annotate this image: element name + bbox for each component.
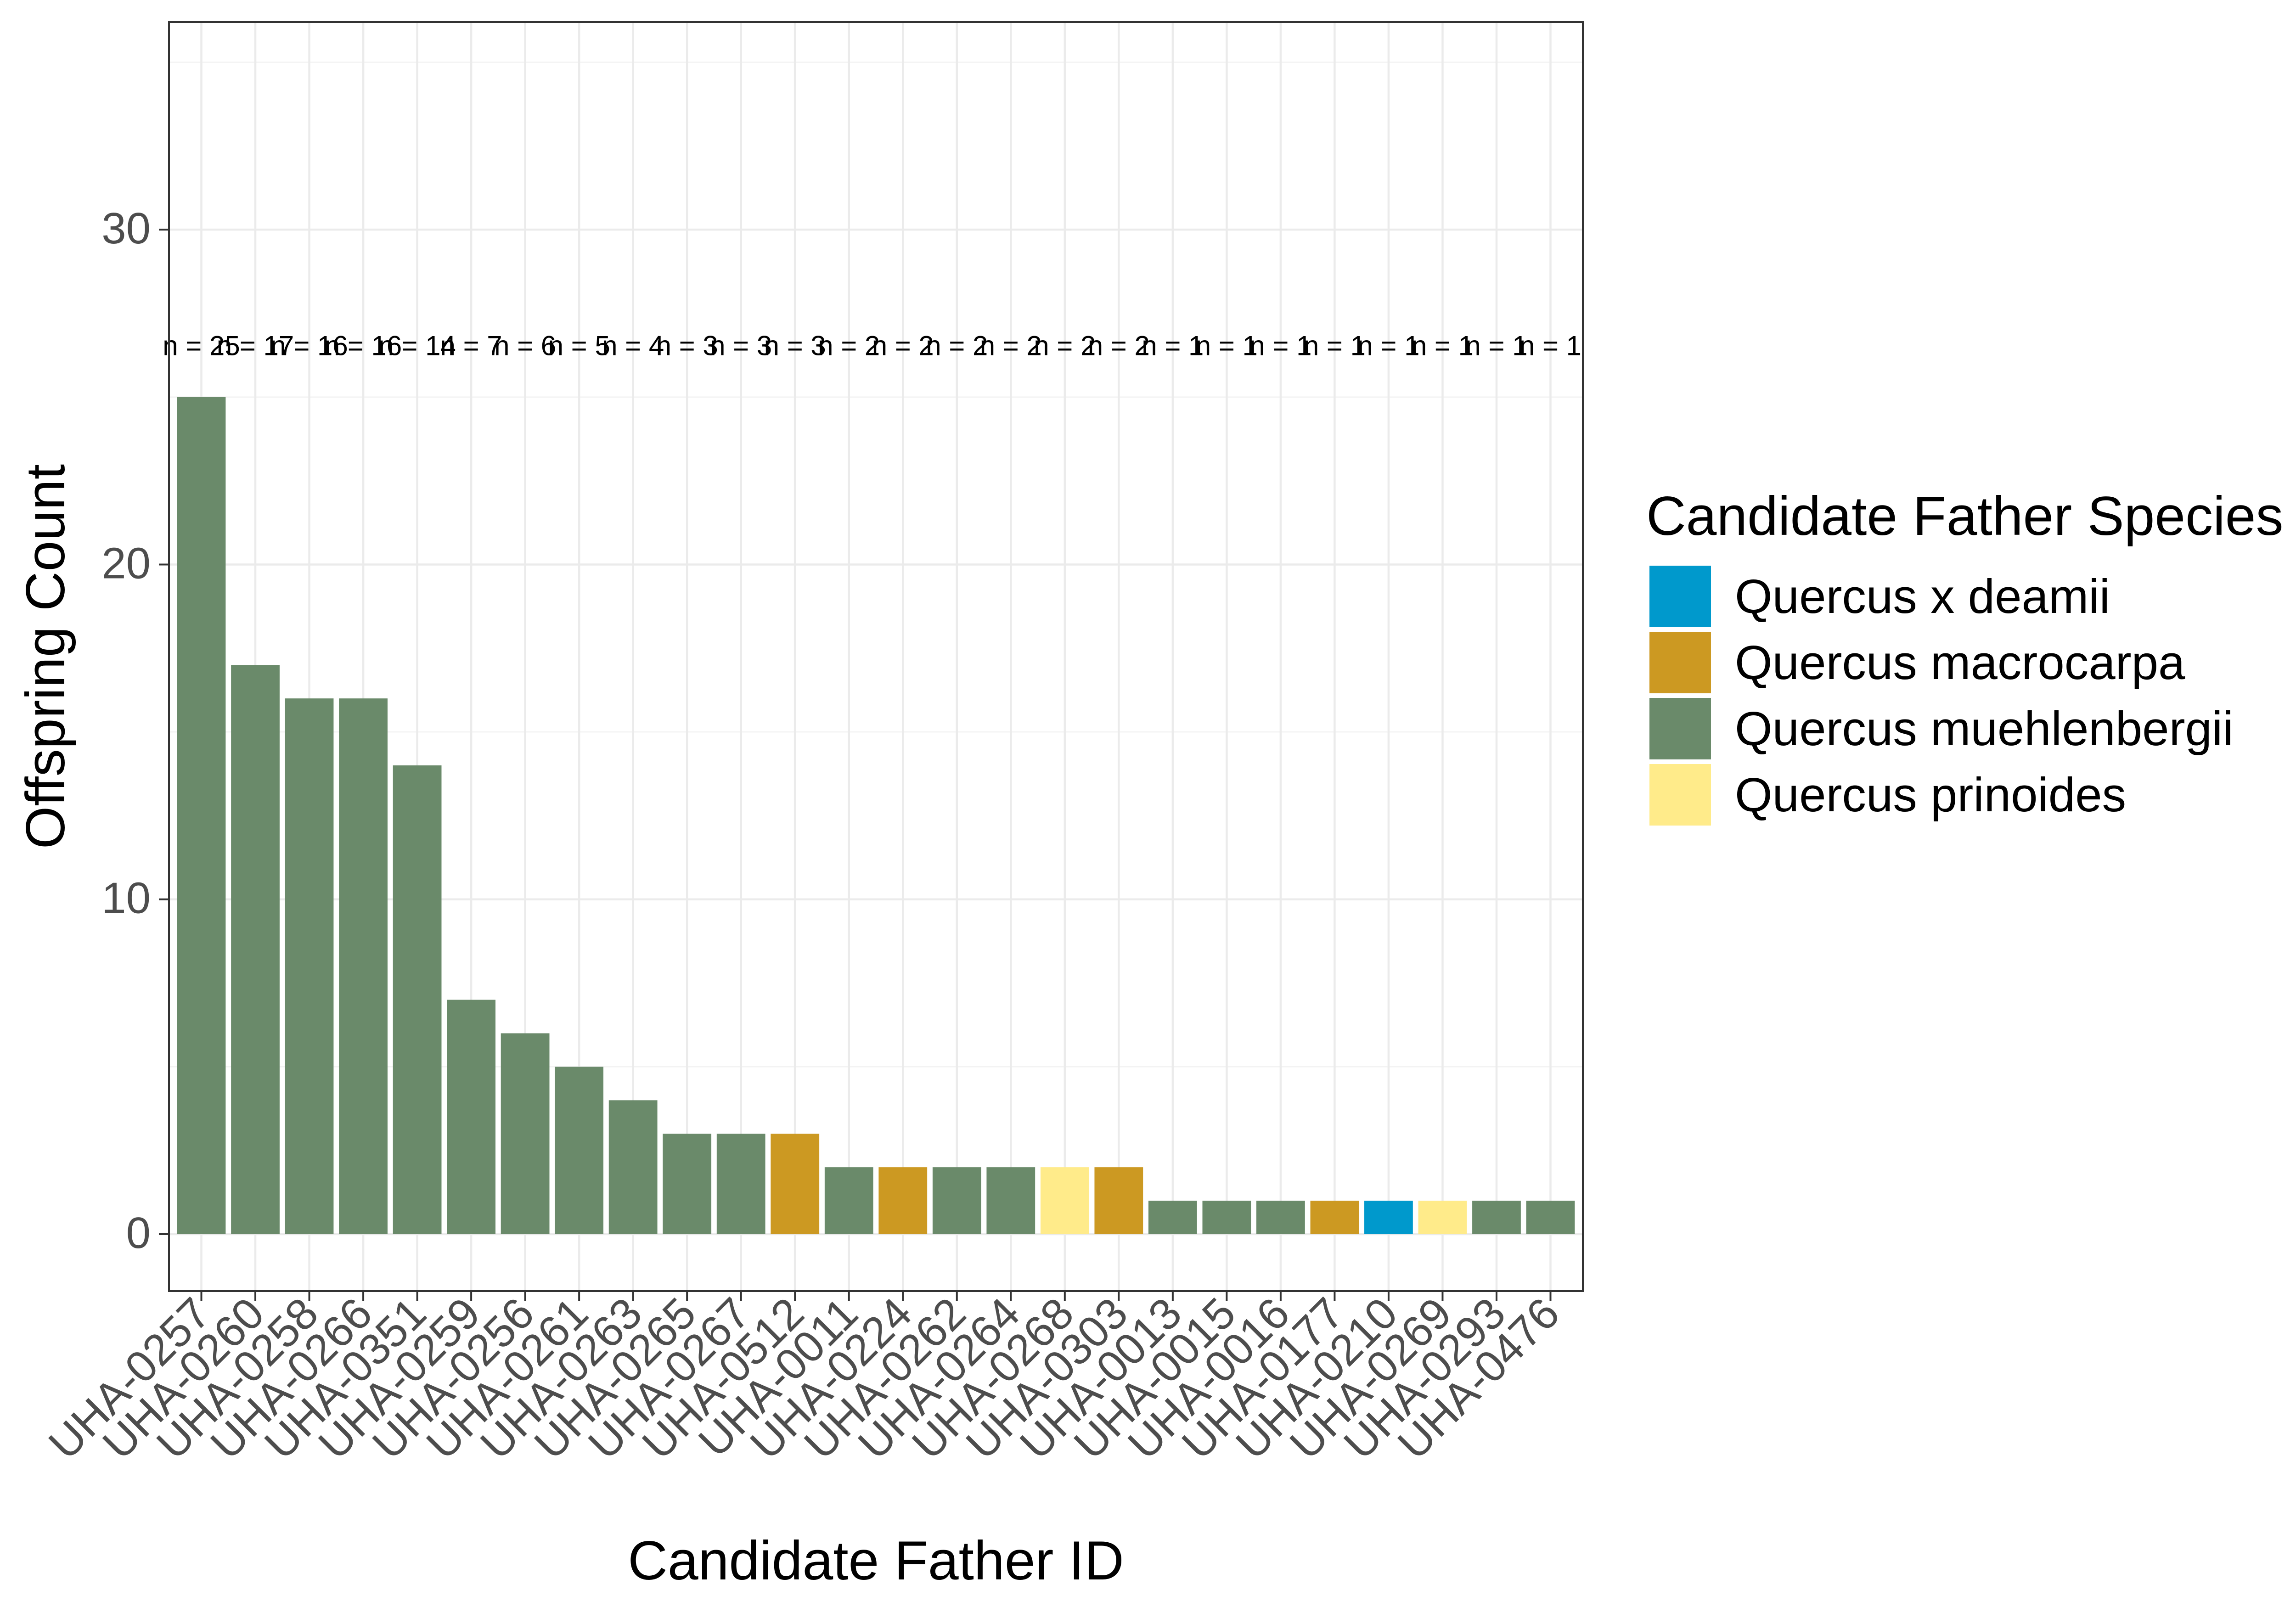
bar	[663, 1134, 712, 1235]
bar-value-label: n = 14	[378, 330, 456, 361]
bar	[1148, 1201, 1197, 1235]
bar-value-label: n = 2	[1034, 330, 1096, 361]
bar	[771, 1134, 820, 1235]
bar	[1256, 1201, 1305, 1235]
y-tick-label: 30	[101, 204, 151, 253]
bar-value-label: n = 1	[1357, 330, 1419, 361]
x-axis: UHA-0257UHA-0260UHA-0258UHA-0266UHA-0351…	[39, 1288, 1569, 1469]
bar-value-label: n = 3	[710, 330, 772, 361]
legend-key	[1649, 698, 1711, 759]
bar	[1526, 1201, 1575, 1235]
bar	[1472, 1201, 1521, 1235]
bar-value-label: n = 1	[1196, 330, 1258, 361]
bar	[1040, 1167, 1089, 1235]
bar	[716, 1134, 765, 1235]
legend-label: Quercus macrocarpa	[1735, 636, 2185, 690]
bar	[932, 1167, 981, 1235]
bar-value-label: n = 1	[1465, 330, 1527, 361]
legend: Candidate Father Species Quercus x deami…	[1646, 485, 2284, 826]
bar	[447, 1000, 495, 1235]
bar-value-label: n = 7	[440, 330, 502, 361]
legend-key	[1649, 764, 1711, 826]
bar-value-label: n = 2	[980, 330, 1042, 361]
legend-label: Quercus prinoides	[1735, 768, 2126, 822]
bar-value-label: n = 4	[602, 330, 664, 361]
bar	[1094, 1167, 1143, 1235]
bar-value-label: n = 2	[818, 330, 880, 361]
bar-value-label: n = 5	[548, 330, 610, 361]
y-tick-label: 20	[101, 539, 151, 588]
bar-value-label: n = 1	[1142, 330, 1204, 361]
bar-value-label: n = 17	[217, 330, 294, 361]
bar-value-label: n = 16	[270, 330, 348, 361]
bar-value-label: n = 3	[764, 330, 826, 361]
bar	[986, 1167, 1035, 1235]
bar-labels: n = 25n = 17n = 16n = 16n = 14n = 7n = 6…	[163, 330, 1581, 361]
legend-title: Candidate Father Species	[1646, 485, 2284, 547]
legend-key	[1649, 566, 1711, 627]
bar-value-label: n = 1	[1249, 330, 1311, 361]
bar	[1418, 1201, 1467, 1235]
bar	[339, 698, 388, 1235]
bar-value-label: n = 2	[872, 330, 934, 361]
x-axis-title: Candidate Father ID	[628, 1530, 1124, 1591]
bars	[177, 397, 1575, 1235]
legend-key	[1649, 632, 1711, 693]
bar	[608, 1100, 658, 1235]
bar-value-label: n = 16	[325, 330, 402, 361]
bar-value-label: n = 1	[1304, 330, 1366, 361]
bar	[501, 1033, 550, 1235]
bar	[1310, 1201, 1359, 1235]
bar	[1202, 1201, 1251, 1235]
bar	[824, 1167, 873, 1235]
panel-border	[168, 21, 1584, 1292]
bar-value-label: n = 2	[1088, 330, 1150, 361]
bar-value-label: n = 6	[494, 330, 556, 361]
legend-label: Quercus muehlenbergii	[1735, 702, 2234, 756]
y-axis-title: Offspring Count	[15, 464, 76, 849]
bar	[393, 765, 442, 1235]
bar-value-label: n = 1	[1412, 330, 1474, 361]
y-tick-label: 10	[101, 874, 151, 923]
bar	[1364, 1201, 1413, 1235]
legend-label: Quercus x deamii	[1735, 570, 2110, 624]
bar	[555, 1067, 604, 1235]
bar	[878, 1167, 928, 1235]
y-axis: 0 10 20 30	[101, 204, 169, 1258]
bar-value-label: n = 3	[656, 330, 718, 361]
bar-value-label: n = 1	[1519, 330, 1581, 361]
bar	[285, 698, 334, 1235]
bar-value-label: n = 25	[163, 330, 240, 361]
bar-value-label: n = 2	[926, 330, 988, 361]
y-tick-label: 0	[126, 1208, 151, 1258]
bar	[231, 665, 280, 1235]
bar	[177, 397, 226, 1235]
